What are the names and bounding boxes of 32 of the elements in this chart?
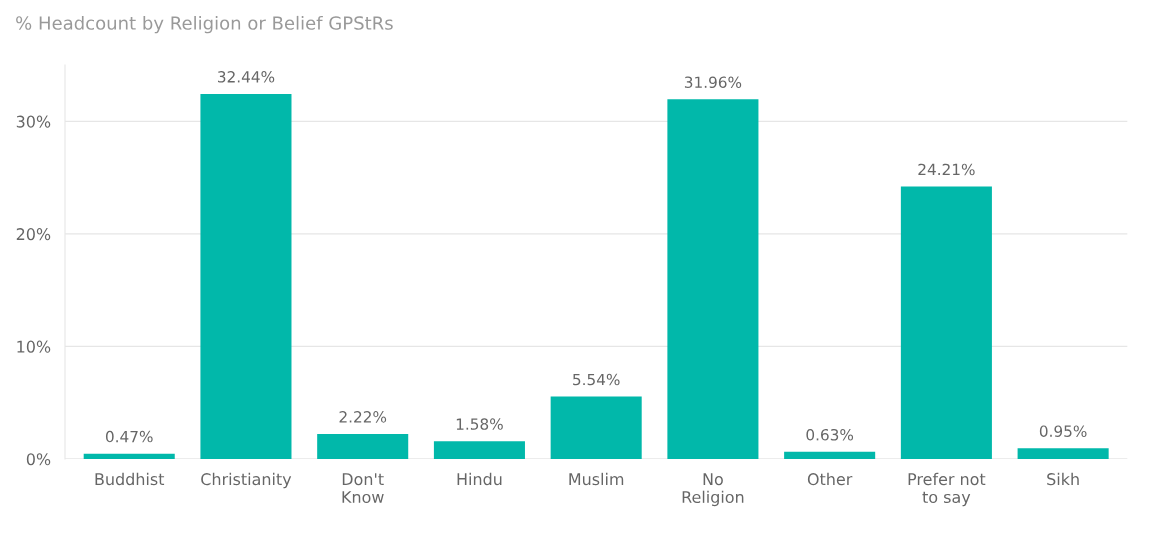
x-tick-label: Buddhist	[95, 472, 165, 486]
y-tick-label: 0%	[26, 453, 51, 466]
x-tick-label: Christianity	[201, 472, 292, 489]
data-label: 0.95%	[1039, 425, 1087, 437]
x-tick-label: No Religion	[682, 473, 744, 507]
data-label: 0.63%	[806, 428, 854, 441]
x-tick-label: Muslim	[569, 472, 624, 486]
x-tick-label: Don't Know	[342, 473, 384, 504]
data-label: 32.44%	[218, 71, 275, 83]
bar	[784, 451, 876, 459]
y-tick-label: 20%	[16, 228, 51, 241]
data-label: 31.96%	[684, 76, 742, 89]
bar	[1017, 448, 1109, 459]
x-tick-label: Hindu	[457, 472, 502, 486]
bar	[200, 93, 292, 459]
x-tick-label: Sikh	[1047, 472, 1079, 486]
bar	[550, 396, 642, 459]
data-label: 24.21%	[918, 163, 975, 176]
data-label: 2.22%	[339, 411, 387, 423]
bar	[667, 99, 759, 459]
data-label: 1.58%	[456, 418, 503, 430]
x-tick-label: Prefer not to say	[908, 472, 986, 507]
data-label: 0.47%	[105, 430, 153, 443]
data-label: 5.54%	[573, 373, 620, 386]
chart-title: % Headcount by Religion or Belief GPStRs	[16, 15, 393, 34]
bar	[433, 441, 525, 459]
bar	[900, 186, 992, 459]
bar	[317, 433, 409, 459]
y-tick-label: 10%	[17, 340, 51, 353]
bar	[83, 453, 175, 459]
y-tick-label: 30%	[16, 115, 51, 128]
x-tick-label: Other	[807, 472, 853, 486]
